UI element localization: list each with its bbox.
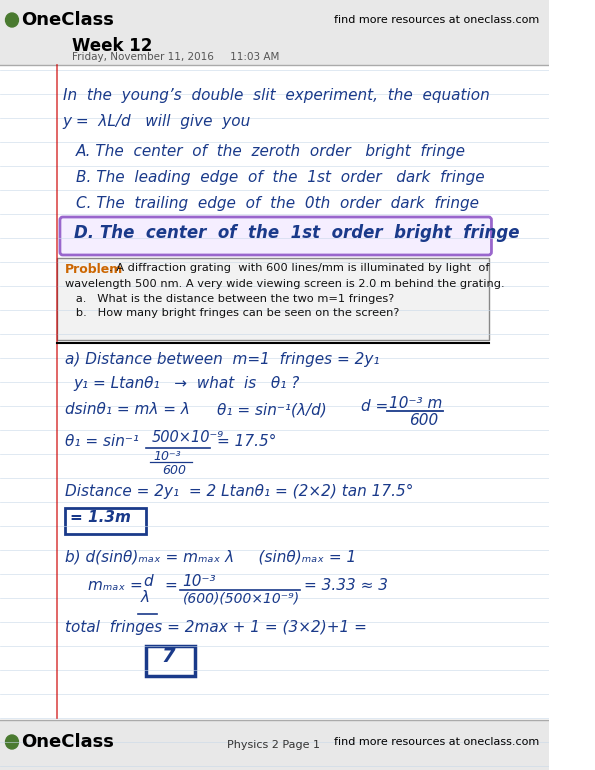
Text: Problem: Problem — [64, 263, 123, 276]
Text: 10⁻³ m: 10⁻³ m — [389, 396, 443, 411]
Text: D. The  center  of  the  1st  order  bright  fringe: D. The center of the 1st order bright fr… — [74, 224, 519, 242]
Circle shape — [5, 13, 18, 27]
Text: 600: 600 — [409, 413, 439, 428]
Text: find more resources at oneclass.com: find more resources at oneclass.com — [334, 737, 540, 747]
Text: λ: λ — [141, 590, 150, 605]
Text: 10⁻³: 10⁻³ — [183, 574, 216, 589]
Text: wavelength 500 nm. A very wide viewing screen is 2.0 m behind the grating.: wavelength 500 nm. A very wide viewing s… — [64, 279, 504, 289]
Text: d =: d = — [361, 399, 389, 414]
Text: = 17.5°: = 17.5° — [217, 434, 276, 449]
Text: Friday, November 11, 2016     11:03 AM: Friday, November 11, 2016 11:03 AM — [72, 52, 279, 62]
Text: θ₁ = sin⁻¹(λ/d): θ₁ = sin⁻¹(λ/d) — [217, 402, 327, 417]
FancyBboxPatch shape — [60, 217, 491, 255]
Text: dsinθ₁ = mλ = λ: dsinθ₁ = mλ = λ — [64, 402, 189, 417]
Text: Physics 2 Page 1: Physics 2 Page 1 — [227, 740, 320, 750]
Text: A. The  center  of  the  zeroth  order   bright  fringe: A. The center of the zeroth order bright… — [76, 144, 466, 159]
Text: find more resources at oneclass.com: find more resources at oneclass.com — [334, 15, 540, 25]
Text: b) d(sinθ)ₘₐₓ = mₘₐₓ λ     (sinθ)ₘₐₓ = 1: b) d(sinθ)ₘₐₓ = mₘₐₓ λ (sinθ)ₘₐₓ = 1 — [64, 550, 356, 565]
Text: y₁ = Ltanθ₁   →  what  is   θ₁ ?: y₁ = Ltanθ₁ → what is θ₁ ? — [74, 376, 300, 391]
Text: a.   What is the distance between the two m=1 fringes?: a. What is the distance between the two … — [64, 294, 394, 304]
Text: =: = — [164, 578, 177, 593]
Text: B. The  leading  edge  of  the  1st  order   dark  fringe: B. The leading edge of the 1st order dar… — [76, 170, 484, 185]
Text: Week 12: Week 12 — [72, 37, 152, 55]
Text: (600)(500×10⁻⁹): (600)(500×10⁻⁹) — [183, 592, 300, 606]
Bar — [64, 508, 146, 534]
Circle shape — [5, 735, 18, 749]
Text: θ₁ = sin⁻¹: θ₁ = sin⁻¹ — [64, 434, 139, 449]
Text: b.   How many bright fringes can be seen on the screen?: b. How many bright fringes can be seen o… — [64, 308, 399, 318]
Text: y =  λL/d   will  give  you: y = λL/d will give you — [62, 114, 251, 129]
Text: total  fringes = 2max + 1 = (3×2)+1 =: total fringes = 2max + 1 = (3×2)+1 = — [64, 620, 367, 635]
Text: . A diffraction grating  with 600 lines/mm is illuminated by light  of: . A diffraction grating with 600 lines/m… — [109, 263, 489, 273]
Text: Distance = 2y₁  = 2 Ltanθ₁ = (2×2) tan 17.5°: Distance = 2y₁ = 2 Ltanθ₁ = (2×2) tan 17… — [64, 484, 413, 499]
Text: In  the  young’s  double  slit  experiment,  the  equation: In the young’s double slit experiment, t… — [62, 88, 490, 103]
Text: = 1.3m: = 1.3m — [70, 510, 131, 525]
Bar — [0, 720, 549, 770]
Bar — [57, 258, 488, 340]
Text: = 3.33 ≈ 3: = 3.33 ≈ 3 — [304, 578, 389, 593]
Text: OneClass: OneClass — [21, 733, 114, 751]
Text: mₘₐₓ =: mₘₐₓ = — [87, 578, 142, 593]
Text: 500×10⁻⁹: 500×10⁻⁹ — [152, 430, 224, 445]
Bar — [0, 0, 549, 65]
Text: d: d — [143, 574, 152, 589]
Bar — [146, 646, 196, 676]
Text: a) Distance between  m=1  fringes = 2y₁: a) Distance between m=1 fringes = 2y₁ — [64, 352, 379, 367]
Text: 7: 7 — [161, 647, 175, 666]
Text: 600: 600 — [162, 464, 186, 477]
Text: OneClass: OneClass — [21, 11, 114, 29]
Text: 10⁻³: 10⁻³ — [153, 450, 181, 463]
Text: C. The  trailing  edge  of  the  0th  order  dark  fringe: C. The trailing edge of the 0th order da… — [76, 196, 478, 211]
